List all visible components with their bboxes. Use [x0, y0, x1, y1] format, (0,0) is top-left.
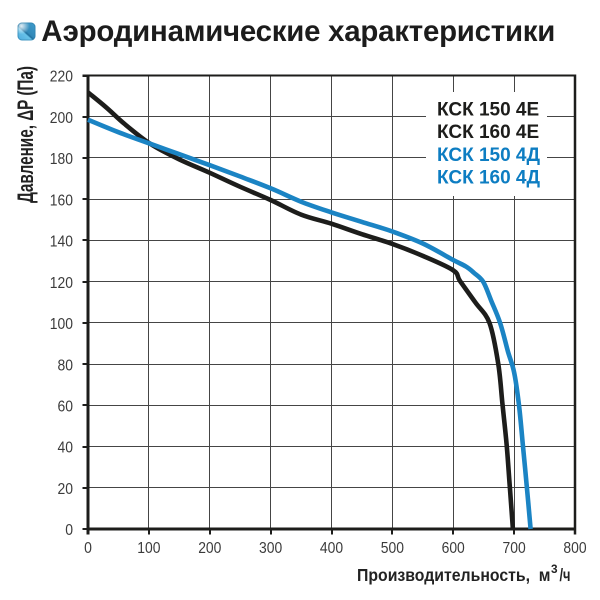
- svg-text:200: 200: [198, 540, 221, 557]
- svg-text:0: 0: [84, 540, 92, 557]
- svg-text:0: 0: [65, 522, 73, 539]
- svg-text:400: 400: [320, 540, 343, 557]
- svg-text:Аэродинамические характеристик: Аэродинамические характеристики: [41, 15, 555, 48]
- svg-text:700: 700: [503, 540, 526, 557]
- svg-text:500: 500: [381, 540, 404, 557]
- svg-text:КСК 160 4Д: КСК 160 4Д: [437, 167, 540, 188]
- svg-text:600: 600: [442, 540, 465, 557]
- svg-text:100: 100: [137, 540, 160, 557]
- svg-text:120: 120: [50, 275, 73, 292]
- svg-text:Производительность, м: Производительность, м: [357, 565, 551, 585]
- svg-text:40: 40: [58, 440, 74, 457]
- svg-text:Давление, ΔP (Па): Давление, ΔP (Па): [13, 66, 38, 203]
- svg-text:/ч: /ч: [560, 565, 571, 585]
- svg-text:220: 220: [50, 69, 73, 86]
- svg-text:180: 180: [50, 151, 73, 168]
- svg-text:800: 800: [563, 540, 586, 557]
- svg-text:КСК 160 4Е: КСК 160 4Е: [437, 122, 539, 143]
- svg-text:60: 60: [58, 399, 74, 416]
- svg-text:100: 100: [50, 316, 73, 333]
- svg-text:80: 80: [58, 357, 74, 374]
- svg-text:3: 3: [551, 562, 558, 576]
- svg-text:300: 300: [259, 540, 282, 557]
- svg-text:КСК 150 4Е: КСК 150 4Е: [437, 99, 539, 120]
- svg-text:140: 140: [50, 234, 73, 251]
- svg-text:20: 20: [58, 481, 74, 498]
- svg-text:160: 160: [50, 192, 73, 209]
- svg-text:200: 200: [50, 110, 73, 127]
- svg-text:КСК 150 4Д: КСК 150 4Д: [437, 145, 540, 166]
